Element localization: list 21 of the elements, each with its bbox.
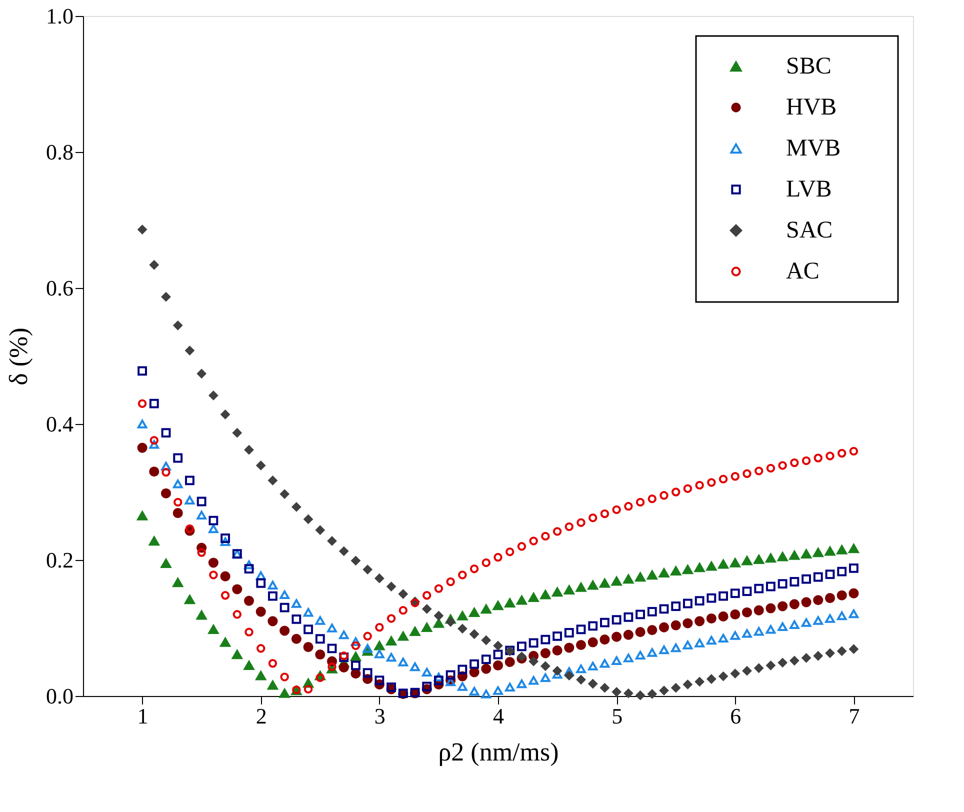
legend-label: SBC: [786, 54, 832, 80]
y-tick-label: 0.2: [46, 548, 74, 572]
legend-label: SAC: [786, 218, 833, 244]
legend-label: HVB: [786, 94, 837, 120]
x-tick-label: 7: [848, 704, 860, 728]
x-tick-label: 6: [730, 704, 742, 728]
y-axis-title: δ (%): [4, 328, 33, 386]
y-tick-label: 1.0: [46, 4, 74, 28]
y-tick-label: 0.6: [46, 276, 74, 300]
y-tick-label: 0.0: [46, 684, 74, 708]
legend-label: LVB: [786, 176, 832, 202]
legend-label: MVB: [786, 136, 841, 162]
x-tick-label: 2: [256, 704, 267, 728]
y-tick-label: 0.8: [46, 140, 74, 164]
x-tick-label: 1: [137, 704, 148, 728]
x-tick-label: 4: [493, 704, 504, 728]
x-tick-label: 5: [612, 704, 623, 728]
legend-label: AC: [786, 258, 820, 284]
x-tick-label: 3: [374, 704, 386, 728]
x-axis-title: ρ2 (nm/ms): [438, 738, 559, 766]
y-tick-label: 0.4: [46, 412, 74, 436]
